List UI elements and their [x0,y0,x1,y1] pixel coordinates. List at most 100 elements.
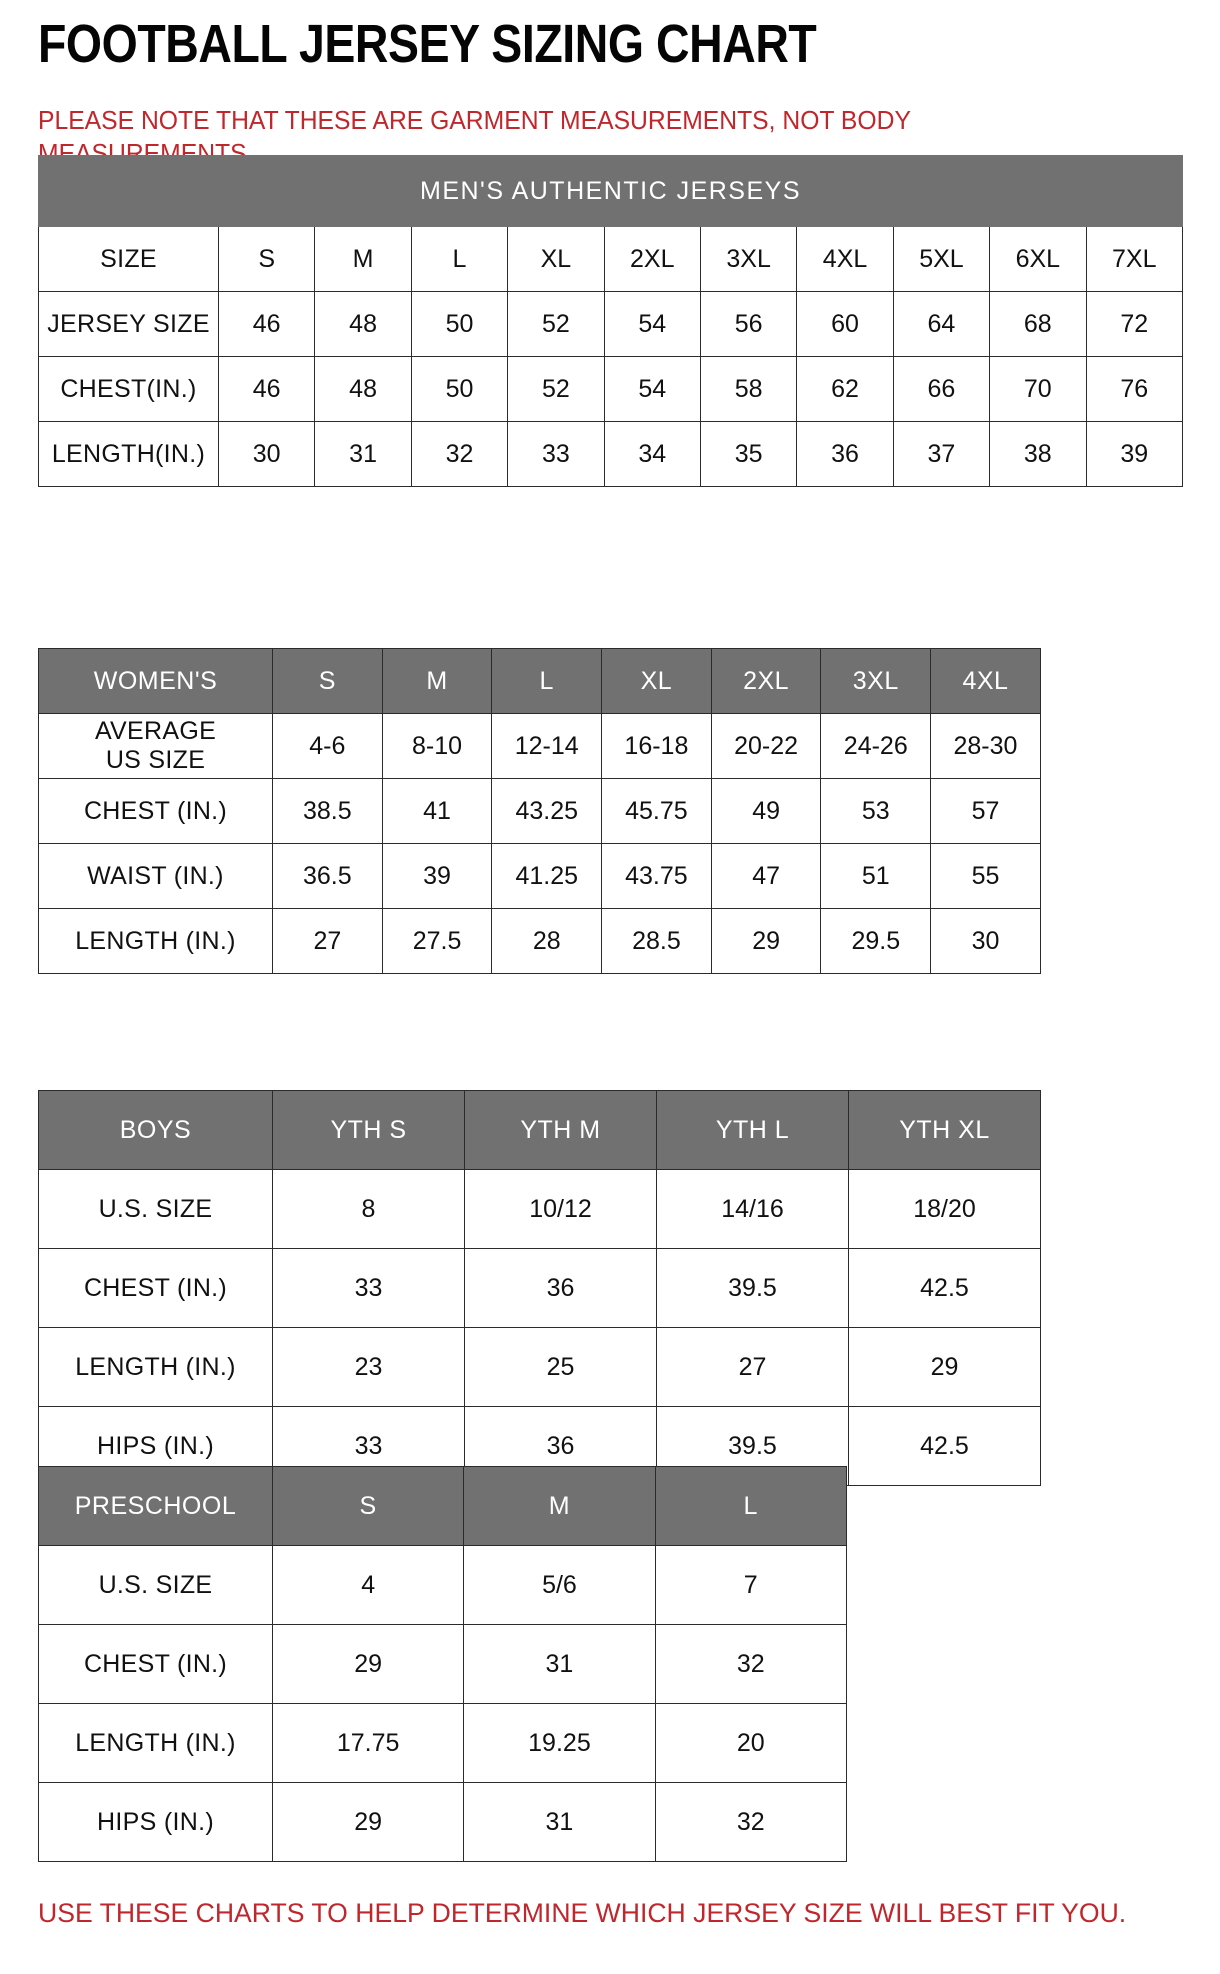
boys-row-label: U.S. SIZE [38,1169,273,1249]
womens-cell: 43.75 [601,843,712,909]
boys-column-header: YTH S [272,1090,465,1170]
womens-column-header: L [491,648,603,714]
womens-cell: 55 [930,843,1041,909]
garment-measurement-note: PLEASE NOTE THAT THESE ARE GARMENT MEASU… [38,105,911,169]
mens-cell: 48 [314,291,412,357]
mens-authentic-jerseys-table: MEN'S AUTHENTIC JERSEYS SIZE S M L XL 2XL 3XL 4X… [38,155,1184,487]
table-row: AVERAGE US SIZE 4-6 8-10 12-14 16-18 20-22 24-2… [38,713,1041,779]
womens-corner-label: WOMEN'S [38,648,273,714]
mens-cell: 60 [796,291,894,357]
boys-column-header: YTH L [656,1090,849,1170]
womens-table-body: WOMEN'S S M L XL 2XL 3XL 4XL AVERAGE US SIZE 4-6 8-… [38,648,1041,974]
womens-cell: 28-30 [930,713,1041,779]
mens-cell: 64 [892,291,991,357]
mens-column-header: L [410,226,509,292]
womens-cell: 29 [710,908,822,974]
table-row: CHEST (IN.) 33 36 39.5 42.5 [38,1248,1041,1328]
boys-corner-label: BOYS [38,1090,273,1170]
preschool-corner-label: PRESCHOOL [38,1466,273,1546]
mens-cell: 36 [796,421,894,487]
table-row: JERSEY SIZE 46 48 50 52 54 56 60 64 68 72 [38,291,1184,357]
mens-cell: 54 [603,291,701,357]
preschool-column-header: S [271,1466,465,1546]
boys-cell: 39.5 [656,1248,849,1328]
womens-cell: 28 [491,908,603,974]
preschool-cell: 31 [463,1624,656,1704]
mens-cell: 50 [410,356,509,422]
womens-row-label: WAIST (IN.) [38,843,273,909]
boys-cell: 25 [464,1327,657,1407]
womens-row-label: LENGTH (IN.) [38,908,273,974]
preschool-jerseys-table: PRESCHOOL S M L U.S. SIZE 4 5/6 7 CHEST (IN.) 29 3… [38,1466,847,1862]
mens-column-header: 7XL [1085,226,1184,292]
womens-cell: 51 [820,843,932,909]
mens-row-label: JERSEY SIZE [38,291,219,357]
womens-cell: 41.25 [491,843,603,909]
boys-cell: 36 [464,1248,657,1328]
boys-cell: 14/16 [656,1169,849,1249]
boys-cell: 33 [272,1248,465,1328]
mens-cell: 35 [699,421,798,487]
mens-cell: 70 [989,356,1087,422]
womens-column-header: M [381,648,493,714]
boys-jerseys-table: BOYS YTH S YTH M YTH L YTH XL U.S. SIZE 8 10/12… [38,1090,1041,1486]
mens-cell: 34 [603,421,701,487]
preschool-cell: 4 [271,1545,465,1625]
mens-cell: 66 [892,356,991,422]
womens-cell: 57 [930,778,1041,844]
preschool-column-header: M [463,1466,656,1546]
preschool-column-header: L [654,1466,847,1546]
womens-cell: 28.5 [601,908,712,974]
mens-column-header: 6XL [989,226,1087,292]
page-title: FOOTBALL JERSEY SIZING CHART [38,14,817,74]
preschool-cell: 19.25 [463,1703,656,1783]
mens-table-body: MEN'S AUTHENTIC JERSEYS SIZE S M L XL 2XL 3XL 4X… [38,155,1184,487]
womens-cell: 36.5 [272,843,383,909]
footer-note: USE THESE CHARTS TO HELP DETERMINE WHICH… [38,1898,1127,1928]
preschool-row-label: HIPS (IN.) [38,1782,273,1862]
mens-column-header: 2XL [603,226,701,292]
womens-column-header: XL [601,648,712,714]
boys-column-header: YTH M [464,1090,657,1170]
mens-column-header: M [314,226,412,292]
preschool-cell: 29 [271,1624,465,1704]
mens-cell: 48 [314,356,412,422]
mens-cell: 32 [410,421,509,487]
womens-cell: 16-18 [601,713,712,779]
boys-row-label: LENGTH (IN.) [38,1327,273,1407]
boys-header-row: BOYS YTH S YTH M YTH L YTH XL [38,1090,1041,1170]
mens-cell: 46 [217,291,316,357]
womens-cell: 45.75 [601,778,712,844]
preschool-cell: 20 [654,1703,847,1783]
preschool-cell: 29 [271,1782,465,1862]
mens-corner-label: SIZE [38,226,219,292]
table-row: CHEST (IN.) 29 31 32 [38,1624,847,1704]
preschool-cell: 7 [654,1545,847,1625]
preschool-cell: 32 [654,1782,847,1862]
mens-column-header: S [217,226,316,292]
womens-cell: 38.5 [272,778,383,844]
boys-cell: 10/12 [464,1169,657,1249]
boys-cell: 29 [848,1327,1041,1407]
mens-cell: 54 [603,356,701,422]
table-row: LENGTH(IN.) 30 31 32 33 34 35 36 37 38 39 [38,421,1184,487]
mens-cell: 68 [989,291,1087,357]
table-row: CHEST(IN.) 46 48 50 52 54 58 62 66 70 76 [38,356,1184,422]
table-row: U.S. SIZE 8 10/12 14/16 18/20 [38,1169,1041,1249]
preschool-row-label: LENGTH (IN.) [38,1703,273,1783]
womens-jerseys-table: WOMEN'S S M L XL 2XL 3XL 4XL AVERAGE US SIZE 4-6 8-… [38,648,1041,974]
womens-cell: 8-10 [381,713,493,779]
mens-cell: 46 [217,356,316,422]
table-row: WAIST (IN.) 36.5 39 41.25 43.75 47 51 55 [38,843,1041,909]
womens-row-label-line: AVERAGE [94,717,217,746]
mens-banner-row: MEN'S AUTHENTIC JERSEYS [38,155,1183,227]
preschool-table-body: PRESCHOOL S M L U.S. SIZE 4 5/6 7 CHEST (IN.) 29 3… [38,1466,847,1862]
womens-header-row: WOMEN'S S M L XL 2XL 3XL 4XL [38,648,1041,714]
womens-cell: 53 [820,778,932,844]
womens-cell: 29.5 [820,908,932,974]
boys-cell: 27 [656,1327,849,1407]
preschool-row-label: U.S. SIZE [38,1545,273,1625]
womens-column-header: 2XL [710,648,822,714]
boys-cell: 8 [272,1169,465,1249]
preschool-row-label: CHEST (IN.) [38,1624,273,1704]
